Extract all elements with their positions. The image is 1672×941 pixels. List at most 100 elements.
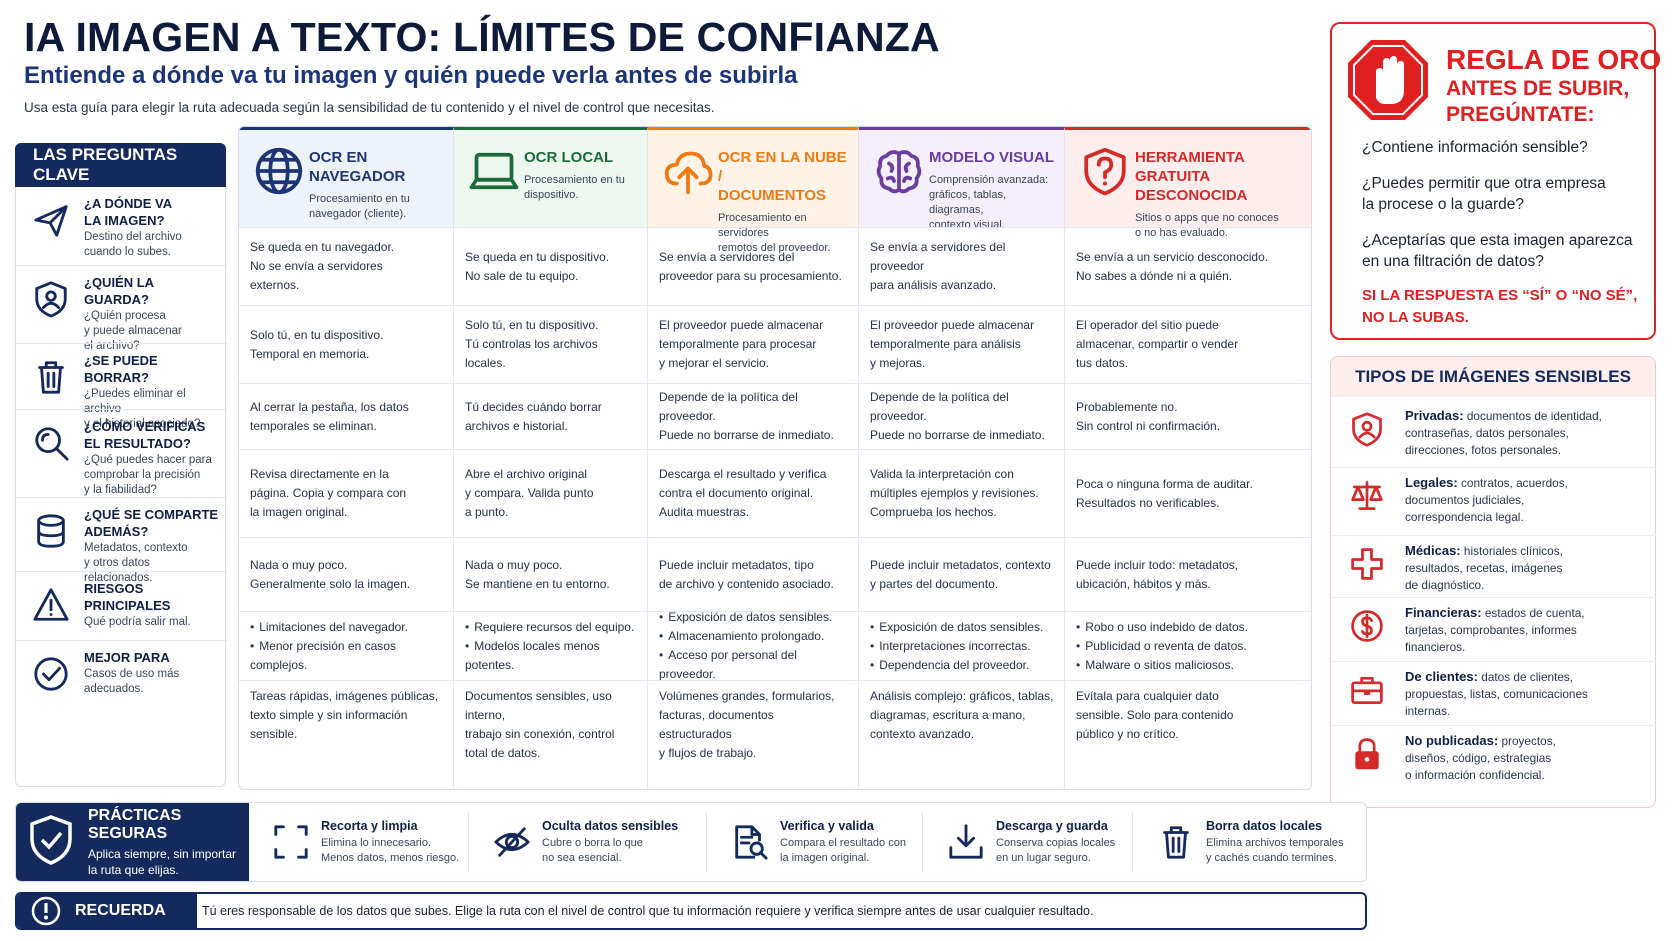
cell-text: Descarga el resultado y verifica contra … — [659, 467, 827, 519]
question-item: ¿CÓMO VERIFICAS EL RESULTADO? ¿Qué puede… — [16, 409, 227, 497]
question-title: ¿SE PUEDE BORRAR? — [84, 353, 158, 385]
remember-label: RECUERDA — [75, 902, 166, 919]
column-title: MODELO VISUAL — [929, 149, 1055, 166]
safe-practice-desc: Compara el resultado con la imagen origi… — [780, 836, 906, 864]
table-cell: Puede incluir todo: metadatos, ubicación… — [1065, 537, 1311, 611]
intro-text: Usa esta guía para elegir la ruta adecua… — [24, 100, 715, 115]
risk-item: Robo o uso indebido de datos. — [1076, 618, 1248, 637]
cell-text: Se envía a servidores del proveedor para… — [870, 240, 1006, 292]
table-cell: Se queda en tu navegador. No se envía a … — [239, 227, 454, 305]
question-item: ¿SE PUEDE BORRAR? ¿Puedes eliminar el ar… — [16, 343, 227, 430]
cell-text: Se queda en tu dispositivo. No sale de t… — [465, 249, 610, 283]
table-cell: Se envía a servidores del proveedor para… — [648, 227, 859, 305]
question-desc: Qué podría salir mal. — [84, 616, 191, 628]
table-cell: Puede incluir metadatos, contexto y part… — [859, 537, 1065, 611]
cell-text: Solo tú, en tu dispositivo. Temporal en … — [250, 327, 384, 361]
cell-text: El proveedor puede almacenar temporalmen… — [870, 318, 1035, 370]
question-desc: Metadatos, contexto y otros datos relaci… — [84, 542, 188, 584]
golden-rule-question: ¿Contiene información sensible? — [1362, 139, 1588, 156]
risk-list: Robo o uso indebido de datos.Publicidad … — [1076, 618, 1248, 675]
safe-practice-item: Oculta datos sensibles Cubre o borra lo … — [482, 803, 678, 881]
question-item: ¿QUIÉN LA GUARDA? ¿Quién procesa y puede… — [16, 265, 227, 352]
safe-practices-lead: PRÁCTICAS SEGURAS Aplica siempre, sin im… — [16, 803, 249, 881]
cloud-upload-icon — [658, 142, 718, 227]
briefcase-icon — [1345, 668, 1389, 725]
comparison-table: OCR EN NAVEGADOR Procesamiento en tu nav… — [238, 126, 1312, 790]
doc-search-icon — [720, 823, 780, 861]
table-cell: Se envía a servidores del proveedor para… — [859, 227, 1065, 305]
brain-icon — [869, 142, 929, 227]
safe-practice-item: Verifica y valida Compara el resultado c… — [720, 803, 906, 881]
safe-practice-title: Borra datos locales — [1206, 818, 1323, 833]
question-desc: ¿Qué puedes hacer para comprobar la prec… — [84, 454, 212, 496]
table-cell: Nada o muy poco. Se mantiene en tu entor… — [454, 537, 648, 611]
eye-off-icon — [482, 823, 542, 861]
table-cell: Probablemente no. Sin control ni confirm… — [1065, 383, 1311, 449]
cell-text: Nada o muy poco. Generalmente solo la im… — [250, 557, 411, 591]
table-cell: Al cerrar la pestaña, los datos temporal… — [239, 383, 454, 449]
table-cell: Volúmenes grandes, formularios, facturas… — [648, 680, 859, 789]
golden-rule-title: REGLA DE ORO — [1446, 44, 1662, 75]
safe-practice-title: Descarga y guarda — [996, 818, 1108, 833]
risk-item: Exposición de datos sensibles. — [659, 608, 848, 627]
sensitive-type-item: Legales: contratos, acuerdos, documentos… — [1331, 467, 1657, 531]
question-title: ¿CÓMO VERIFICAS EL RESULTADO? — [84, 419, 206, 451]
remember-bar: RECUERDA Tú eres responsable de los dato… — [15, 892, 1367, 930]
cell-text: Abre el archivo original y compara. Vali… — [465, 467, 594, 519]
question-title: ¿A DÓNDE VA LA IMAGEN? — [84, 196, 173, 228]
table-cell: Valida la interpretación con múltiples e… — [859, 449, 1065, 537]
sensitive-type-item: Financieras: estados de cuenta, tarjetas… — [1331, 597, 1657, 661]
column-desc: Sitios o apps que no conoces o no has ev… — [1135, 212, 1279, 239]
question-item: RIESGOS PRINCIPALES Qué podría salir mal… — [16, 571, 227, 640]
column-header: MODELO VISUAL Comprensión avanzada: gráf… — [859, 127, 1065, 231]
risk-list: Requiere recursos del equipo.Modelos loc… — [465, 618, 637, 675]
risk-list: Limitaciones del navegador.Menor precisi… — [250, 618, 408, 675]
best-for-text: Evítala para cualquier dato sensible. So… — [1076, 689, 1234, 741]
table-cell: Solo tú, en tu dispositivo. Temporal en … — [239, 305, 454, 383]
safe-practice-item: Borra datos locales Elimina archivos tem… — [1146, 803, 1344, 881]
sensitive-type-item: Médicas: historiales clínicos, resultado… — [1331, 535, 1657, 599]
question-item: MEJOR PARA Casos de uso más adecuados. — [16, 640, 227, 787]
question-title: RIESGOS PRINCIPALES — [84, 581, 171, 613]
question-title: ¿QUÉ SE COMPARTE ADEMÁS? — [84, 507, 219, 539]
risk-item: Acceso por personal del proveedor. — [659, 646, 848, 684]
column-header: HERRAMIENTA GRATUITA DESCONOCIDA Sitios … — [1065, 127, 1311, 239]
risk-item: Publicidad o reventa de datos. — [1076, 637, 1248, 656]
cell-text: Probablemente no. Sin control ni confirm… — [1076, 399, 1221, 433]
laptop-icon — [464, 142, 524, 227]
golden-rule-subtitle: ANTES DE SUBIR, PREGÚNTATE: — [1446, 77, 1630, 126]
sensitive-type-label: De clientes: — [1405, 669, 1478, 684]
question-title: MEJOR PARA — [84, 650, 170, 665]
table-cell: Requiere recursos del equipo.Modelos loc… — [454, 611, 648, 680]
shield-user-icon — [1345, 407, 1389, 465]
safe-practices-desc: Aplica siempre, sin importar la ruta que… — [88, 846, 237, 877]
table-cell: Robo o uso indebido de datos.Publicidad … — [1065, 611, 1311, 680]
column-title: OCR LOCAL — [524, 149, 614, 166]
remember-text: Tú eres responsable de los datos que sub… — [202, 904, 1094, 918]
cell-text: Se queda en tu navegador. No se envía a … — [250, 240, 395, 292]
divider — [1132, 813, 1133, 871]
cell-text: Se envía a servidores del proveedor para… — [659, 249, 842, 283]
golden-rule-warning: SI LA RESPUESTA ES “SÍ” O “NO SÉ”, NO LA… — [1362, 287, 1638, 326]
sensitive-type-item: De clientes: datos de clientes, propuest… — [1331, 661, 1657, 725]
table-cell: Exposición de datos sensibles.Almacenami… — [648, 610, 859, 681]
table-cell: Puede incluir metadatos, tipo de archivo… — [648, 537, 859, 611]
risk-item: Modelos locales menos potentes. — [465, 637, 637, 675]
questions-list: ¿A DÓNDE VA LA IMAGEN? Destino del archi… — [15, 187, 227, 787]
sensitive-type-item: No publicadas: proyectos, diseños, códig… — [1331, 725, 1657, 789]
sensitive-type-label: No publicadas: — [1405, 733, 1499, 748]
column-header: OCR EN NAVEGADOR Procesamiento en tu nav… — [239, 127, 454, 227]
sensitive-type-desc: historiales clínicos, resultados, receta… — [1405, 544, 1563, 592]
risk-list: Exposición de datos sensibles.Almacenami… — [659, 608, 848, 684]
safe-practice-title: Oculta datos sensibles — [542, 818, 679, 833]
table-cell: El proveedor puede almacenar temporalmen… — [648, 305, 859, 383]
cell-text: Revisa directamente en la página. Copia … — [250, 467, 407, 519]
table-cell: Solo tú, en tu dispositivo. Tú controlas… — [454, 305, 648, 383]
risk-item: Requiere recursos del equipo. — [465, 618, 637, 637]
table-cell: Revisa directamente en la página. Copia … — [239, 449, 454, 537]
safe-practice-title: Verifica y valida — [780, 818, 874, 833]
best-for-text: Documentos sensibles, uso interno, traba… — [465, 689, 615, 760]
sensitive-types-panel: TIPOS DE IMÁGENES SENSIBLES Privadas: do… — [1330, 356, 1657, 808]
risk-item: Exposición de datos sensibles. — [870, 618, 1043, 637]
paper-plane-icon — [30, 195, 72, 265]
